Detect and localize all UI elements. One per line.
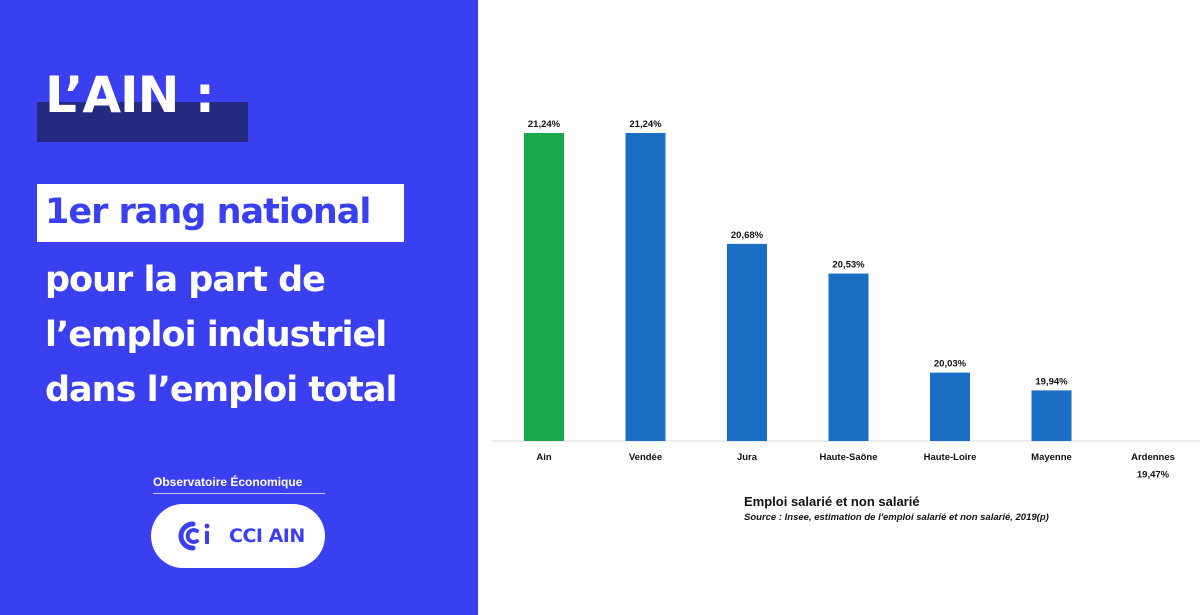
category-label: Haute-Loire <box>924 452 977 463</box>
rank-badge: 1er rang national <box>37 184 404 242</box>
page-title: L’AIN : <box>45 66 215 124</box>
headline: L’AIN : <box>37 70 248 142</box>
category-label: Mayenne <box>1031 452 1072 463</box>
data-label: 19,47% <box>1137 469 1170 480</box>
logo-text: CCI AIN <box>229 525 305 547</box>
data-label: 20,53% <box>832 260 865 271</box>
bar-chart: 21,24% Ain 21,24% Vendée 20,68% Jura 20,53% Hau… <box>492 119 1200 480</box>
bar-haute-loire <box>930 372 970 441</box>
subtitle: pour la part de l’emploi industriel dans… <box>45 253 398 418</box>
data-label: 21,24% <box>528 119 561 130</box>
category-label: Jura <box>737 452 758 463</box>
observatory-divider <box>153 493 325 494</box>
bar-mayenne <box>1031 390 1072 441</box>
cci-logo: CCI AIN <box>151 504 325 568</box>
chart-source: Source : Insee, estimation de l'emploi s… <box>744 512 1049 523</box>
left-panel: L’AIN : 1er rang national pour la part d… <box>0 0 478 615</box>
rank-text: 1er rang national <box>45 192 371 232</box>
category-label: Vendée <box>629 452 662 463</box>
category-label: Haute-Saône <box>819 452 877 463</box>
subtitle-line: pour la part de <box>45 260 326 300</box>
cci-logo-icon <box>178 521 210 551</box>
category-label: Ain <box>536 452 552 463</box>
subtitle-line: dans l’emploi total <box>45 370 398 410</box>
observatory-label: Observatoire Économique <box>153 475 303 489</box>
bar-ain <box>524 133 564 441</box>
data-label: 20,03% <box>934 359 967 370</box>
data-label: 20,68% <box>731 230 764 241</box>
bar-haute-sa-ne <box>828 273 869 441</box>
data-label: 21,24% <box>629 119 662 130</box>
chart-title: Emploi salarié et non salarié <box>744 494 920 509</box>
subtitle-line: l’emploi industriel <box>45 315 387 355</box>
bar-vend-e <box>625 133 666 441</box>
category-label: Ardennes <box>1131 452 1175 463</box>
data-label: 19,94% <box>1035 376 1068 387</box>
title-highlight <box>37 102 248 142</box>
bar-jura <box>727 243 767 441</box>
